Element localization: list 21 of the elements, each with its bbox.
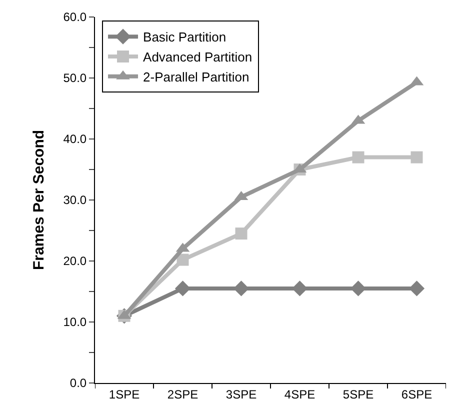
y-tick-label: 50.0 <box>63 71 87 86</box>
legend-label: Advanced Partition <box>143 50 252 65</box>
legend-label: Basic Partition <box>143 30 226 45</box>
x-tick-label: 4SPE <box>284 387 316 402</box>
point <box>235 228 248 240</box>
y-tick-label: 40.0 <box>63 132 87 146</box>
y-tick-label: 20.0 <box>63 254 87 268</box>
y-axis-title: Frames Per Second <box>30 130 48 270</box>
y-tick-label: 0.0 <box>70 376 87 390</box>
point <box>352 151 364 164</box>
point <box>176 254 189 266</box>
x-tick-label: 1SPE <box>108 387 140 402</box>
x-tick-label: 2SPE <box>167 387 198 402</box>
x-tick-label: 3SPE <box>226 387 257 402</box>
x-tick-label: 5SPE <box>342 387 374 402</box>
y-tick-label: 10.0 <box>63 315 87 330</box>
x-tick-label: 6SPE <box>401 387 432 402</box>
point <box>410 151 423 164</box>
y-tick-label: 60.0 <box>63 10 87 24</box>
y-tick-label: 30.0 <box>63 193 87 208</box>
legend-label: 2-Parallel Partition <box>143 69 250 84</box>
